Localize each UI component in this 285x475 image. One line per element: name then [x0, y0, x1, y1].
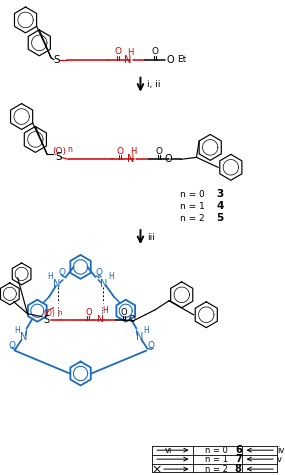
Text: S: S [43, 315, 49, 325]
Text: n: n [67, 145, 72, 154]
Text: 3: 3 [216, 189, 223, 199]
Text: N: N [96, 315, 103, 324]
Text: O: O [116, 147, 123, 156]
Text: n = 1: n = 1 [180, 202, 205, 211]
Text: n = 2: n = 2 [205, 465, 227, 474]
Text: 6: 6 [235, 445, 242, 455]
Text: O: O [114, 48, 121, 57]
Text: i, ii: i, ii [147, 80, 161, 89]
Text: O: O [85, 308, 92, 317]
Text: N: N [127, 154, 134, 164]
Text: H: H [108, 272, 114, 281]
Text: O: O [58, 268, 65, 277]
Text: N: N [100, 279, 108, 289]
Text: 7: 7 [235, 454, 242, 464]
Text: (O): (O) [52, 147, 66, 156]
Text: O: O [8, 341, 15, 350]
Text: v: v [277, 455, 282, 464]
Text: O: O [96, 268, 103, 277]
Text: O: O [148, 341, 155, 350]
Text: (O): (O) [43, 309, 55, 318]
Text: O: O [129, 315, 136, 324]
Text: vi: vi [164, 446, 172, 455]
Text: 8: 8 [235, 464, 242, 474]
Text: n = 2: n = 2 [180, 214, 204, 223]
Text: N: N [136, 332, 143, 342]
Text: S: S [55, 152, 62, 162]
Text: H: H [102, 306, 108, 315]
Text: iv: iv [277, 446, 284, 455]
Text: n = 1: n = 1 [205, 455, 227, 464]
Text: H: H [143, 326, 149, 335]
Text: H: H [127, 48, 134, 57]
Text: O: O [121, 308, 127, 317]
Text: O: O [152, 48, 159, 57]
Text: 4: 4 [216, 201, 223, 211]
Text: O: O [156, 147, 163, 156]
Text: 5: 5 [216, 213, 223, 223]
Text: O: O [167, 55, 175, 65]
Text: H: H [14, 326, 20, 335]
Text: Et: Et [177, 55, 186, 64]
Text: iii: iii [147, 233, 155, 242]
Text: n: n [57, 310, 62, 316]
Text: N: N [20, 332, 27, 342]
Text: O: O [164, 154, 172, 164]
Text: S: S [54, 55, 60, 65]
Text: n = 0: n = 0 [180, 190, 205, 199]
Text: N: N [53, 279, 61, 289]
Text: N: N [124, 55, 131, 65]
Text: H: H [131, 147, 137, 156]
Text: H: H [47, 272, 53, 281]
Text: n = 0: n = 0 [205, 446, 227, 455]
